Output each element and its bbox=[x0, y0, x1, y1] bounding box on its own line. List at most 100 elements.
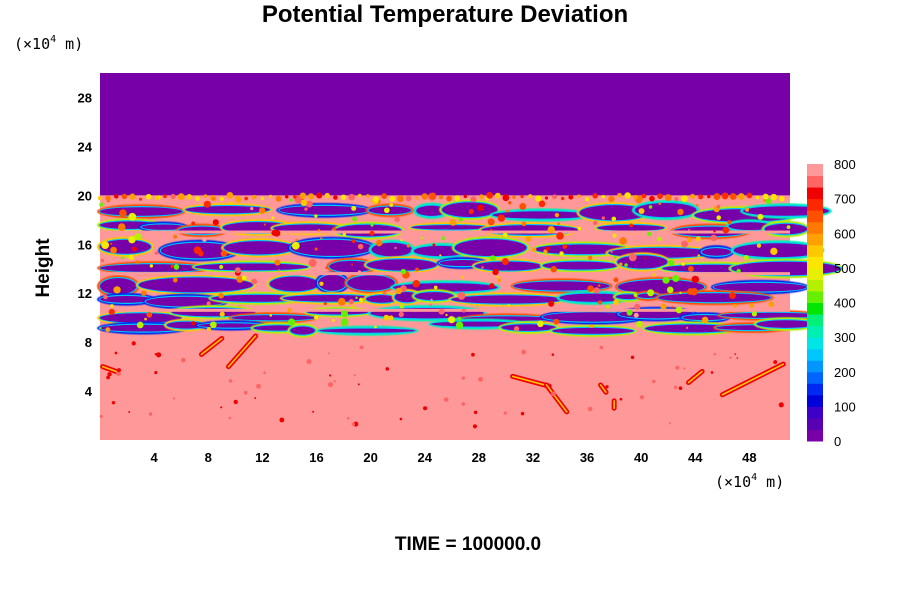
heatmap-fringe bbox=[244, 196, 248, 201]
heatmap-speck bbox=[716, 204, 721, 209]
heatmap-speck bbox=[323, 302, 327, 305]
heatmap-speck bbox=[547, 271, 551, 276]
heatmap-band-cell bbox=[501, 324, 556, 331]
colorbar-segment bbox=[807, 325, 823, 338]
heatmap-speck bbox=[513, 326, 520, 332]
heatmap-speck bbox=[128, 254, 135, 261]
heatmap-speck-lower bbox=[128, 411, 131, 413]
heatmap-speck bbox=[170, 264, 174, 268]
heatmap-speck-lower bbox=[471, 352, 475, 357]
heatmap-speck-lower bbox=[734, 353, 737, 355]
heatmap-speck bbox=[548, 300, 555, 307]
colorbar-tick-label: 500 bbox=[834, 261, 856, 276]
heatmap-fringe bbox=[479, 194, 484, 200]
heatmap-speck bbox=[497, 278, 501, 283]
heatmap-speck bbox=[624, 263, 628, 267]
heatmap-fringe bbox=[463, 194, 468, 199]
heatmap-speck bbox=[612, 233, 617, 238]
heatmap-speck bbox=[395, 287, 403, 295]
heatmap-speck-lower bbox=[116, 371, 121, 377]
heatmap-speck bbox=[399, 303, 405, 309]
heatmap-layer-gap bbox=[100, 230, 790, 234]
heatmap-speck bbox=[394, 216, 400, 222]
heatmap-speck bbox=[710, 234, 717, 242]
x-tick-label: 4 bbox=[151, 450, 159, 465]
heatmap-speck bbox=[400, 268, 407, 275]
x-tick-label: 44 bbox=[688, 450, 703, 465]
heatmap-speck bbox=[696, 204, 699, 207]
heatmap-speck bbox=[314, 247, 318, 251]
heatmap-fringe bbox=[608, 195, 615, 203]
heatmap-speck bbox=[547, 226, 555, 234]
heatmap-speck bbox=[212, 219, 219, 226]
heatmap-band-cell bbox=[733, 243, 822, 258]
heatmap-speck bbox=[745, 207, 750, 212]
heatmap-speck-lower bbox=[180, 357, 186, 363]
heatmap-speck-lower bbox=[117, 368, 121, 373]
heatmap-speck bbox=[99, 327, 102, 330]
heatmap-fringe bbox=[154, 195, 160, 201]
heatmap-speck bbox=[218, 292, 224, 299]
heatmap-band-cell bbox=[329, 260, 374, 273]
heatmap-fringe bbox=[568, 194, 574, 200]
heatmap-speck-lower bbox=[327, 382, 334, 388]
heatmap-speck-lower bbox=[473, 410, 478, 415]
heatmap-band-cell bbox=[231, 315, 316, 321]
heatmap-band-cell bbox=[319, 328, 416, 333]
colorbar-segment bbox=[807, 164, 823, 177]
heatmap-speck-lower bbox=[423, 406, 428, 411]
heatmap-speck bbox=[449, 218, 457, 226]
heatmap-band-cell bbox=[366, 259, 437, 271]
heatmap-speck-lower bbox=[131, 341, 136, 346]
heatmap-speck-lower bbox=[736, 357, 739, 359]
heatmap-fringe bbox=[779, 196, 785, 202]
heatmap-speck-lower bbox=[461, 402, 466, 406]
heatmap-speck bbox=[765, 198, 772, 204]
heatmap-fringe bbox=[316, 192, 323, 199]
heatmap-streak-core bbox=[200, 337, 223, 356]
heatmap-speck bbox=[601, 216, 605, 220]
heatmap-speck bbox=[593, 287, 600, 294]
heatmap-speck bbox=[501, 258, 509, 266]
heatmap-fringe bbox=[177, 193, 185, 201]
heatmap-speck bbox=[191, 221, 196, 226]
y-tick-label: 8 bbox=[85, 335, 92, 350]
colorbar-segment bbox=[807, 383, 823, 396]
heatmap-speck bbox=[489, 283, 495, 289]
heatmap-speck bbox=[677, 208, 684, 216]
heatmap-fringe bbox=[324, 192, 330, 199]
heatmap-speck bbox=[525, 235, 532, 242]
heatmap-fringe bbox=[544, 196, 549, 200]
heatmap-speck bbox=[521, 221, 527, 227]
colorbar-segment bbox=[807, 210, 823, 223]
heatmap-speck-lower bbox=[254, 397, 257, 399]
heatmap-band-cell bbox=[290, 239, 373, 256]
colorbar-tick-label: 100 bbox=[834, 399, 856, 414]
heatmap-fringe bbox=[97, 195, 103, 201]
heatmap-speck bbox=[468, 209, 474, 215]
heatmap-speck-lower bbox=[472, 424, 478, 429]
heatmap-band-cell bbox=[145, 296, 226, 307]
heatmap-speck bbox=[592, 220, 598, 226]
heatmap-band-cell bbox=[141, 224, 186, 230]
heatmap-speck bbox=[289, 198, 293, 202]
x-tick-label: 28 bbox=[472, 450, 486, 465]
heatmap-speck bbox=[350, 305, 354, 308]
heatmap-speck bbox=[647, 232, 652, 237]
heatmap-speck-lower bbox=[233, 399, 238, 405]
heatmap-speck bbox=[128, 212, 137, 221]
heatmap-speck bbox=[203, 200, 211, 208]
heatmap-speck bbox=[613, 277, 619, 283]
heatmap-fringe bbox=[340, 194, 347, 200]
heatmap-fringe bbox=[762, 193, 769, 200]
heatmap-speck bbox=[389, 203, 394, 207]
heatmap-speck-lower bbox=[729, 356, 732, 359]
heatmap-upper-layer bbox=[100, 73, 790, 196]
heatmap-streak-core bbox=[687, 370, 703, 384]
heatmap-speck bbox=[110, 246, 117, 254]
x-tick-label: 12 bbox=[255, 450, 269, 465]
heatmap-speck bbox=[383, 314, 390, 321]
x-tick-label: 8 bbox=[205, 450, 212, 465]
colorbar-segment bbox=[807, 244, 823, 257]
heatmap-fringe bbox=[681, 195, 688, 203]
